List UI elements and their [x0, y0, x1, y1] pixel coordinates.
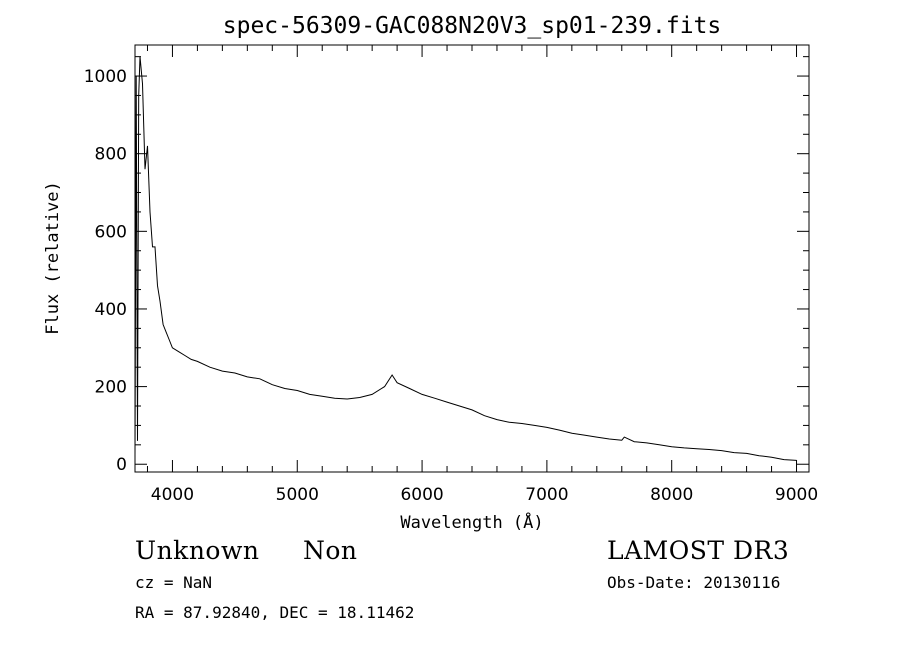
y-axis-label: Flux (relative): [43, 181, 63, 335]
y-tick-label: 200: [95, 378, 127, 398]
coordinates: RA = 87.92840, DEC = 18.11462: [135, 603, 415, 622]
x-tick-label: 7000: [525, 485, 568, 505]
x-tick-label: 6000: [400, 485, 443, 505]
y-axis: 0 200 400 600 800 1000: [84, 56, 809, 475]
x-tick-label: 8000: [650, 485, 693, 505]
object-subtype: Non: [303, 536, 358, 565]
obs-date: Obs-Date: 20130116: [607, 573, 781, 592]
y-tick-label: 0: [116, 455, 127, 475]
x-tick-label: 9000: [775, 485, 818, 505]
chart-title: spec-56309-GAC088N20V3_sp01-239.fits: [223, 13, 722, 39]
plot-frame: [134, 44, 810, 473]
y-tick-label: 1000: [84, 67, 127, 87]
x-tick-label: 5000: [276, 485, 319, 505]
survey-name: LAMOST DR3: [607, 536, 790, 565]
redshift-cz: cz = NaN: [135, 573, 213, 592]
x-tick-label: 4000: [151, 485, 194, 505]
object-type: Unknown: [135, 536, 260, 565]
x-axis: 4000 5000 6000 7000 8000 9000: [146, 45, 818, 505]
spectrum-line: [134, 56, 797, 461]
spectrum-chart: spec-56309-GAC088N20V3_sp01-239.fits 400…: [43, 13, 818, 533]
y-tick-label: 800: [95, 145, 127, 165]
y-tick-label: 400: [95, 300, 127, 320]
y-tick-label: 600: [95, 222, 127, 242]
x-axis-label: Wavelength (Å): [400, 511, 543, 533]
